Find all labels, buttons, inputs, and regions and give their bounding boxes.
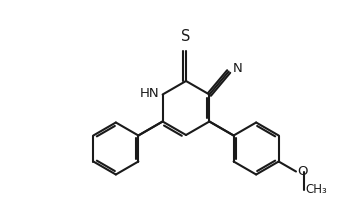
- Text: N: N: [233, 62, 242, 75]
- Text: S: S: [181, 29, 191, 44]
- Text: CH₃: CH₃: [305, 183, 327, 196]
- Text: O: O: [297, 165, 308, 178]
- Text: HN: HN: [140, 87, 160, 100]
